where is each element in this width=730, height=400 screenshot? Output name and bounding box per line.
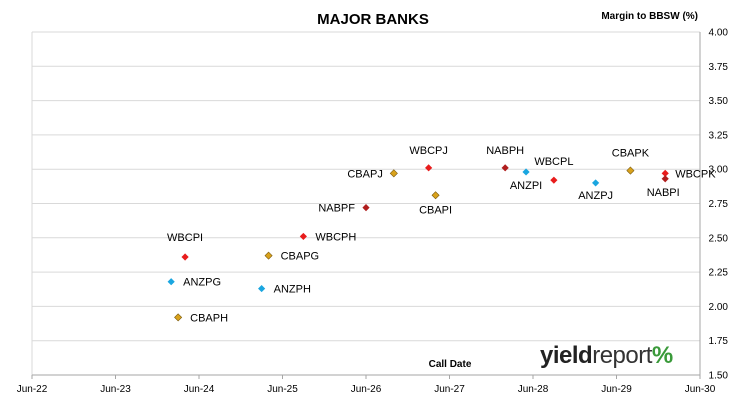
x-tick-label: Jun-26: [351, 384, 382, 395]
y-tick-labels: 1.50 1.75 2.00 2.25 2.50 2.75 3.00 3.25 3.50 3.75…: [709, 28, 729, 382]
y-tick-label: 3.75: [709, 62, 729, 73]
point-wbcpl: [550, 176, 558, 184]
logo-part1: yield: [540, 342, 593, 369]
point-cbapk: [626, 166, 635, 175]
chart-title: MAJOR BANKS: [317, 11, 429, 28]
point-label-wbcpl: WBCPL: [534, 156, 573, 168]
x-tick-label: Jun-25: [267, 384, 298, 395]
x-tick-label: Jun-22: [17, 384, 48, 395]
point-label-nabpf: NABPF: [318, 203, 355, 215]
x-tick-labels: Jun-22 Jun-23 Jun-24 Jun-25 Jun-26 Jun-27 Jun-…: [17, 384, 716, 395]
point-nabpf: [362, 204, 370, 212]
point-label-cbapj: CBAPJ: [347, 168, 382, 180]
y-tick-label: 3.50: [709, 96, 729, 107]
point-anzpg: [167, 278, 175, 286]
point-cbapj: [389, 169, 398, 178]
point-label-wbcpj: WBCPJ: [409, 145, 448, 157]
point-wbcph: [299, 232, 307, 241]
point-label-wbcpk: WBCPK: [675, 168, 716, 180]
x-tick-label: Jun-27: [434, 384, 465, 395]
point-anzph: [258, 284, 266, 293]
x-tick-label: Jun-28: [518, 384, 549, 395]
x-tick-label: Jun-23: [100, 384, 131, 395]
y-tick-label: 1.75: [709, 336, 729, 347]
logo-part2: report: [592, 342, 652, 369]
point-wbcpi: [181, 253, 189, 261]
x-tick-label: Jun-24: [184, 384, 215, 395]
point-label-wbcpi: WBCPI: [167, 232, 203, 244]
y-tick-label: 3.00: [709, 165, 729, 176]
point-label-anzpg: ANZPG: [183, 277, 221, 289]
point-anzpi: [522, 168, 530, 176]
x-tick-label: Jun-29: [601, 384, 632, 395]
gridlines: [32, 31, 700, 376]
y-tick-label: 2.75: [709, 199, 729, 210]
y-tick-label: 3.25: [709, 130, 729, 141]
point-nabph: [501, 164, 509, 172]
point-label-anzpj: ANZPJ: [578, 190, 613, 202]
point-label-cbaph: CBAPH: [190, 312, 228, 324]
point-label-anzpi: ANZPI: [510, 180, 542, 192]
point-label-cbapg: CBAPG: [281, 251, 320, 263]
y-tick-label: 2.00: [709, 302, 729, 313]
data-points: [167, 164, 669, 322]
y-tick-label: 4.00: [709, 28, 729, 39]
y-axis-label: Margin to BBSW (%): [601, 11, 698, 22]
point-anzpj: [592, 179, 600, 187]
y-tick-label: 2.25: [709, 268, 729, 279]
y-tick-label: 2.50: [709, 233, 729, 244]
point-label-nabpi: NABPI: [647, 187, 680, 199]
logo-symbol: %: [651, 342, 673, 369]
point-cbapi: [431, 191, 440, 200]
point-cbapg: [264, 251, 273, 260]
point-wbcpk: [661, 169, 669, 177]
yieldreport-logo: yieldreport%: [540, 342, 673, 370]
x-axis-label: Call Date: [429, 359, 472, 370]
point-labels: WBCPI CBAPG WBCPH ANZPG ANZPH CBAPH NABPF CBAPJ…: [167, 145, 716, 325]
x-tick-label: Jun-30: [685, 384, 716, 395]
point-label-anzph: ANZPH: [274, 284, 311, 296]
point-wbcpj: [425, 164, 433, 172]
point-label-wbcph: WBCPH: [315, 231, 356, 243]
y-tick-label: 1.50: [709, 371, 729, 382]
point-label-nabph: NABPH: [486, 145, 524, 157]
point-label-cbapi: CBAPI: [419, 204, 452, 216]
point-label-cbapk: CBAPK: [612, 148, 650, 160]
point-nabpi: [661, 175, 669, 183]
point-cbaph: [174, 313, 183, 322]
axes: [31, 32, 701, 379]
